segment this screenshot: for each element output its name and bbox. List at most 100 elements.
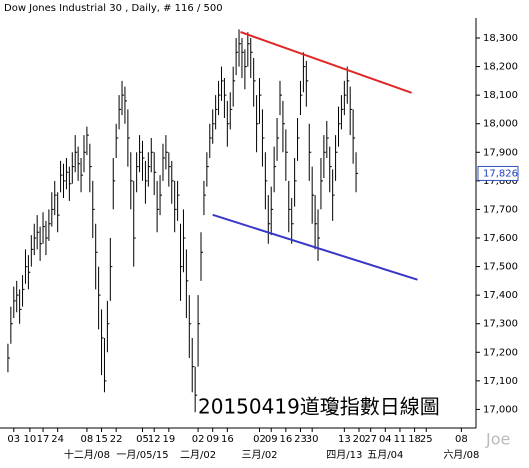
last-price-box: [477, 165, 519, 181]
ohlc-bar: [197, 295, 201, 367]
ohlc-bar: [247, 32, 250, 67]
ohlc-bar: [285, 129, 288, 181]
ohlc-bar: [112, 158, 116, 210]
ohlc-bar: [71, 152, 75, 184]
ohlc-bar: [256, 95, 259, 153]
ohlc-bar: [346, 66, 350, 104]
ohlc-bar: [264, 152, 268, 210]
x-tick-label: 16: [279, 434, 292, 445]
ohlc-bar: [276, 118, 280, 161]
ohlc-bar: [223, 78, 227, 118]
ohlc-bar: [13, 286, 16, 318]
y-tick-label: 17,500: [483, 262, 518, 273]
ohlc-bar: [83, 135, 86, 173]
x-tick-label: 05: [136, 434, 149, 445]
y-tick-label: 17,300: [483, 319, 518, 330]
ohlc-bar: [51, 192, 54, 227]
ohlc-bar: [338, 106, 341, 147]
x-tick-label: 09: [265, 434, 278, 445]
last-price-label: 17,826: [483, 168, 518, 179]
x-tick-label: 30: [306, 434, 319, 445]
ohlc-bar: [165, 135, 168, 170]
ohlc-bar: [106, 300, 110, 353]
ohlc-bar: [74, 135, 78, 173]
y-tick-label: 17,700: [483, 204, 518, 215]
ohlc-bar: [308, 123, 312, 181]
ohlc-bar: [136, 152, 139, 193]
ohlc-bar: [60, 160, 63, 193]
y-tick-label: 18,000: [483, 119, 518, 130]
ohlc-bar: [24, 249, 28, 284]
ohlc-bar: [244, 49, 247, 90]
ohlc-bar: [329, 146, 332, 193]
ohlc-bar: [159, 175, 163, 216]
x-tick-label: 12: [148, 434, 161, 445]
ohlc-bar: [297, 118, 300, 161]
month-label: 十二月/08: [64, 448, 110, 461]
y-tick-label: 18,200: [483, 62, 518, 73]
ohlc-bar: [299, 80, 303, 116]
month-label: 四月/13: [326, 449, 362, 461]
ohlc-bar: [212, 109, 215, 144]
x-tick-label: 18: [408, 434, 421, 445]
x-tick-label: 17: [37, 434, 50, 445]
ohlc-bar: [48, 209, 51, 241]
ohlc-bar: [130, 152, 133, 210]
ohlc-bar: [229, 92, 233, 130]
ohlc-bar: [171, 160, 174, 204]
ohlc-bar: [241, 38, 244, 78]
ohlc-bar: [326, 120, 329, 158]
ohlc-bar: [203, 180, 206, 216]
ohlc-bar: [92, 180, 95, 238]
ohlc-bar: [200, 232, 204, 281]
ohlc-bar: [232, 66, 236, 107]
x-tick-label: 19: [162, 434, 175, 445]
x-tick-label: 08: [455, 434, 468, 445]
ohlc-bar: [250, 38, 253, 78]
x-tick-label: 08: [81, 434, 94, 445]
ohlc-bar: [253, 58, 256, 107]
ohlc-bar: [27, 255, 31, 290]
y-tick-label: 17,000: [483, 404, 518, 415]
ohlc-bar: [22, 275, 25, 307]
x-tick-label: 23: [294, 434, 307, 445]
ohlc-bar: [209, 123, 212, 158]
ohlc-bar: [218, 80, 221, 116]
y-tick-label: 17,200: [483, 347, 518, 358]
ohlc-bar: [89, 143, 92, 193]
x-tick-label: 11: [394, 434, 407, 445]
ohlc-bar: [335, 135, 338, 181]
ohlc-bar: [194, 366, 198, 413]
annotation: 20150419道瓊指數日線圖: [198, 395, 440, 419]
month-label: 二月/02: [180, 449, 216, 461]
ohlc-bar: [168, 152, 171, 187]
ohlc-bar: [86, 126, 89, 156]
ohlc-bar: [139, 135, 142, 173]
watermark: Joe: [485, 430, 510, 449]
ohlc-bar: [127, 109, 130, 167]
ohlc-bar: [288, 180, 291, 233]
ohlc-bar: [279, 80, 282, 116]
x-tick-label: 22: [110, 434, 123, 445]
month-label: 一月/05/15: [116, 449, 168, 461]
ohlc-bar: [180, 223, 183, 301]
ohlc-bar: [332, 169, 335, 221]
x-tick-label: 13: [338, 434, 351, 445]
ohlc-bar: [305, 60, 309, 107]
ohlc-bar: [77, 146, 81, 181]
ohlc-bar: [109, 238, 113, 301]
ohlc-bar: [95, 223, 98, 290]
ohlc-bar: [7, 343, 10, 373]
ohlc-bar: [185, 249, 189, 318]
x-tick-label: 27: [364, 434, 377, 445]
month-label: 三月/02: [241, 449, 277, 461]
y-tick-label: 17,400: [483, 290, 518, 301]
x-tick-label: 24: [51, 434, 64, 445]
ohlc-bar: [270, 186, 274, 236]
ohlc-bar: [153, 152, 157, 196]
ohlc-bar: [261, 109, 265, 167]
ohlc-bar: [282, 100, 285, 153]
ohlc-bar: [226, 100, 230, 147]
x-tick-label: 15: [95, 434, 108, 445]
ohlc-bar: [320, 158, 323, 210]
